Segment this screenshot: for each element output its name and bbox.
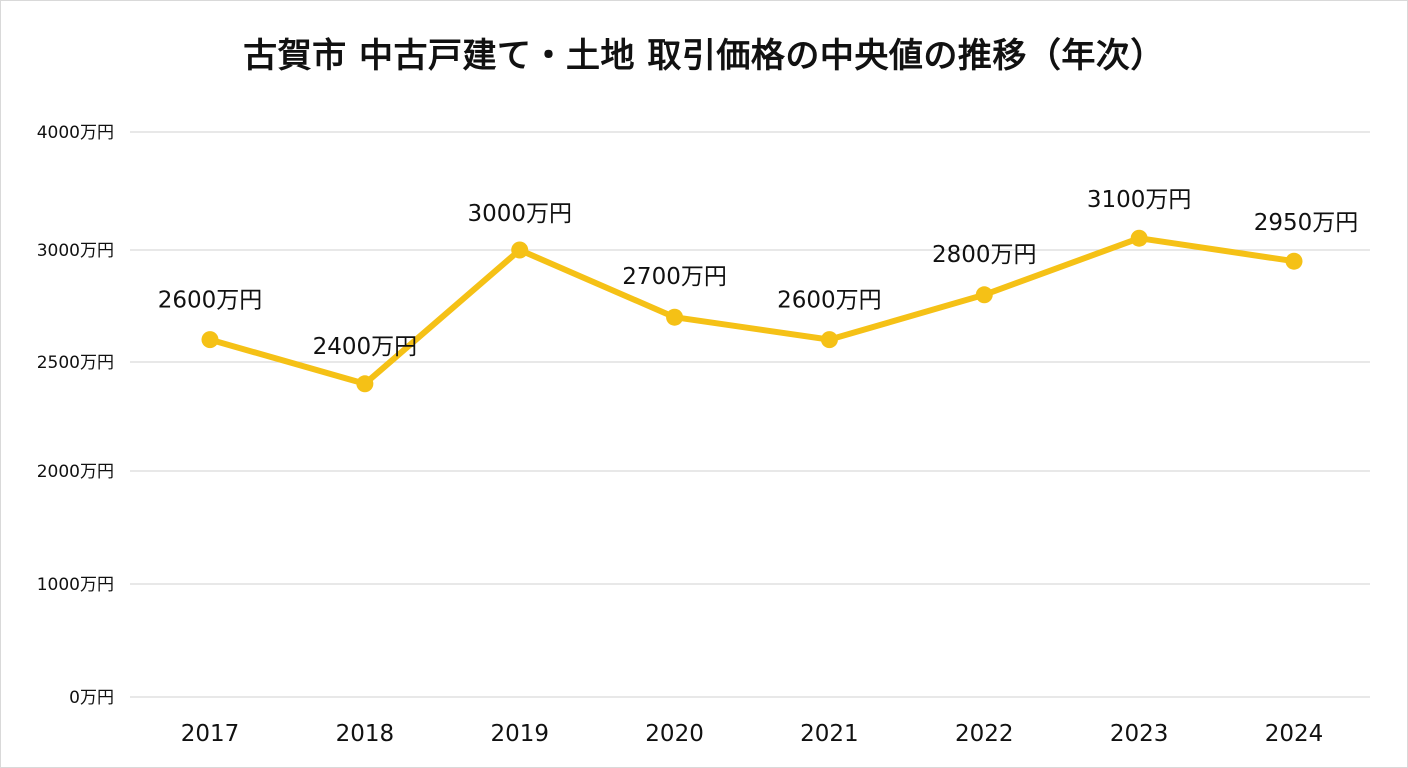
data-point <box>1130 229 1148 247</box>
data-point <box>511 241 529 259</box>
x-tick-label: 2017 <box>181 721 240 747</box>
x-axis-ticks: 2017 2018 2019 2020 2021 2022 2023 2024 <box>181 721 1324 747</box>
gridlines <box>130 131 1370 698</box>
y-tick-label: 1000万円 <box>37 575 114 595</box>
y-tick-label: 0万円 <box>69 688 114 708</box>
x-tick-label: 2020 <box>645 721 704 747</box>
data-label: 2600万円 <box>777 288 882 314</box>
data-label: 3000万円 <box>467 201 572 227</box>
x-tick-label: 2024 <box>1265 721 1324 747</box>
y-tick-label: 2500万円 <box>37 353 114 373</box>
x-tick-label: 2022 <box>955 721 1014 747</box>
series-line <box>207 235 1297 387</box>
y-tick-label: 2000万円 <box>37 462 114 482</box>
series-group <box>201 229 1303 393</box>
x-tick-label: 2021 <box>800 721 859 747</box>
x-tick-label: 2018 <box>336 721 395 747</box>
data-label: 2600万円 <box>158 288 263 314</box>
data-label: 2400万円 <box>313 334 418 360</box>
y-axis-ticks: 0万円 1000万円 2000万円 2500万円 3000万円 4000万円 <box>37 123 114 708</box>
y-tick-label: 3000万円 <box>37 241 114 261</box>
data-label: 2950万円 <box>1254 210 1359 236</box>
data-point <box>820 331 838 349</box>
data-label: 3100万円 <box>1087 187 1192 213</box>
y-tick-label: 4000万円 <box>37 123 114 143</box>
x-tick-label: 2023 <box>1110 721 1169 747</box>
data-labels: 2600万円 2400万円 3000万円 2700万円 2600万円 2800万円 3100… <box>158 187 1359 360</box>
data-point <box>975 286 993 304</box>
chart-title: 古賀市 中古戸建て・土地 取引価格の中央値の推移（年次） <box>243 36 1165 76</box>
data-point <box>1285 252 1303 270</box>
data-label: 2700万円 <box>622 264 727 290</box>
data-point <box>666 308 684 326</box>
data-label: 2800万円 <box>932 242 1037 268</box>
x-tick-label: 2019 <box>490 721 549 747</box>
data-point <box>356 375 374 393</box>
data-point <box>201 331 219 349</box>
